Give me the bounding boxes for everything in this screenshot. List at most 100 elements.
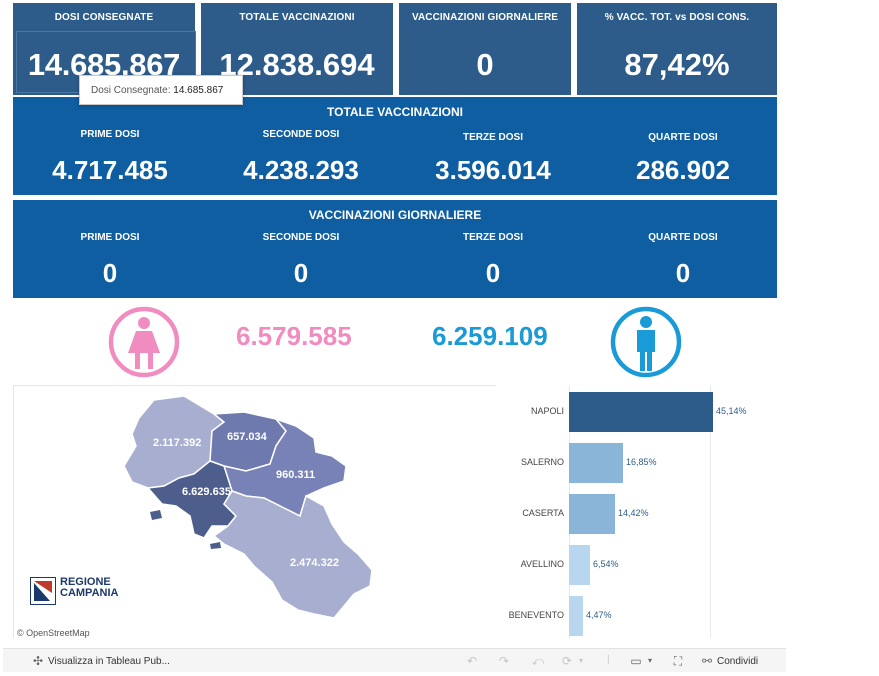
kpi-percentuale: % VACC. TOT. vs DOSI CONS. 87,42%	[577, 3, 777, 95]
bar-row-benevento[interactable]: BENEVENTO 4,47%	[497, 596, 782, 636]
bar[interactable]	[569, 392, 713, 432]
kpi-label: TOTALE VACCINAZIONI	[239, 12, 355, 23]
col-value: 0	[485, 258, 501, 288]
female-total: 6.579.585	[236, 321, 352, 351]
map-label-salerno: 2.474.322	[290, 557, 339, 569]
view-in-tableau-label: Visualizza in Tableau Pub...	[48, 655, 170, 667]
bar-value-label: 16,85%	[626, 457, 657, 467]
kpi-label: VACCINAZIONI GIORNALIERE	[411, 12, 559, 23]
kpi-value[interactable]: 0	[476, 47, 494, 82]
map-attribution[interactable]: © OpenStreetMap	[17, 628, 90, 638]
kpi-vaccinazioni-giornaliere: VACCINAZIONI GIORNALIERE 0	[399, 3, 571, 95]
totale-seconde-dosi[interactable]: SECONDE DOSI 4.238.293	[221, 129, 381, 186]
share-icon: ⚯	[701, 654, 713, 668]
bar-row-caserta[interactable]: CASERTA 14,42%	[497, 494, 782, 534]
chevron-down-icon: ▾	[578, 656, 583, 665]
tableau-icon: ✣	[32, 654, 44, 668]
bar-value-label: 14,42%	[618, 508, 649, 518]
map-label-benevento: 657.034	[227, 431, 267, 443]
bar-category-label: NAPOLI	[530, 406, 564, 416]
logo-text: REGIONE CAMPANIA	[60, 577, 118, 599]
map-label-avellino: 960.311	[276, 469, 316, 481]
bar[interactable]	[569, 494, 615, 534]
bar[interactable]	[569, 545, 590, 585]
view-in-tableau-button[interactable]: ✣ Visualizza in Tableau Pub...	[31, 654, 170, 668]
bar-value-label: 45,14%	[716, 406, 747, 416]
refresh-icon: ⟳	[561, 654, 573, 668]
map-label-caserta: 2.117.392	[153, 437, 202, 449]
panel-title: TOTALE VACCINAZIONI	[327, 105, 463, 119]
col-label: TERZE DOSI	[462, 132, 523, 143]
island-capri	[210, 542, 221, 549]
col-label: SECONDE DOSI	[262, 232, 340, 243]
share-button[interactable]: ⚯ Condividi	[700, 654, 758, 668]
refresh-button[interactable]: ⟳ ▾	[560, 654, 588, 668]
kpi-label: % VACC. TOT. vs DOSI CONS.	[604, 12, 750, 23]
tooltip-label: Dosi Consegnate:	[91, 85, 171, 96]
vaccinazioni-giornaliere-panel: VACCINAZIONI GIORNALIERE PRIME DOSI 0 SE…	[13, 200, 777, 298]
kpi-value[interactable]: 12.838.694	[219, 47, 375, 82]
province-salerno	[212, 490, 373, 619]
tooltip: Dosi Consegnate: 14.685.867	[79, 75, 243, 105]
fullscreen-button[interactable]: ⛶	[671, 654, 685, 668]
logo-line1: REGIONE	[60, 576, 111, 588]
tooltip-value: 14.685.867	[173, 85, 224, 96]
female-icon	[108, 306, 180, 378]
island-ischia	[150, 510, 162, 520]
totale-vaccinazioni-panel: TOTALE VACCINAZIONI PRIME DOSI 4.717.485…	[13, 97, 777, 195]
male-icon	[610, 306, 682, 378]
totale-terze-dosi[interactable]: TERZE DOSI 3.596.014	[413, 132, 573, 186]
regione-campania-emblem	[29, 576, 57, 606]
revert-button[interactable]: ⤺	[531, 654, 545, 668]
redo-icon: ↷	[498, 654, 510, 668]
chevron-down-icon: ▾	[647, 656, 652, 665]
panel-title: VACCINAZIONI GIORNALIERE	[308, 208, 482, 222]
bar[interactable]	[569, 596, 583, 636]
gridline	[710, 385, 711, 638]
share-label: Condividi	[717, 655, 759, 667]
comment-icon: ▭	[630, 654, 642, 668]
regione-campania-logo: REGIONE CAMPANIA	[29, 576, 118, 610]
logo-line2: CAMPANIA	[60, 587, 119, 599]
totale-quarte-dosi[interactable]: QUARTE DOSI 286.902	[603, 132, 763, 186]
bar-category-label: AVELLINO	[520, 559, 564, 569]
giornaliere-terze-dosi[interactable]: TERZE DOSI 0	[413, 232, 573, 289]
undo-button[interactable]: ↶	[465, 654, 479, 668]
col-value: 286.902	[636, 155, 730, 185]
male-total: 6.259.109	[432, 321, 548, 351]
tableau-toolbar: ✣ Visualizza in Tableau Pub... ↶ ↷ ⤺ ⟳ ▾ …	[3, 648, 786, 672]
bar-row-avellino[interactable]: AVELLINO 6,54%	[497, 545, 782, 585]
col-value: 3.596.014	[435, 155, 551, 185]
col-value: 0	[675, 258, 691, 288]
col-label: PRIME DOSI	[80, 232, 140, 243]
revert-icon: ⤺	[531, 654, 545, 668]
giornaliere-seconde-dosi[interactable]: SECONDE DOSI 0	[221, 232, 381, 289]
bar-category-label: CASERTA	[522, 508, 564, 518]
bar-row-napoli[interactable]: NAPOLI 45,14%	[497, 392, 782, 432]
col-value: 4.238.293	[243, 155, 359, 185]
province-bar-chart: NAPOLI 45,14% SALERNO 16,85% CASERTA 14,42% AV…	[497, 385, 782, 638]
toolbar-divider: |	[607, 654, 610, 665]
bar-value-label: 6,54%	[593, 559, 619, 569]
map-provinces	[123, 395, 373, 619]
redo-button[interactable]: ↷	[497, 654, 511, 668]
fullscreen-icon: ⛶	[673, 654, 683, 668]
kpi-label: DOSI CONSEGNATE	[54, 12, 154, 23]
col-label: QUARTE DOSI	[648, 132, 718, 143]
col-label: QUARTE DOSI	[648, 232, 718, 243]
campania-map[interactable]: 2.117.392 657.034 960.311 6.629.635 2.47…	[13, 385, 496, 638]
undo-icon: ↶	[466, 654, 478, 668]
bar-value-label: 4,47%	[586, 610, 612, 620]
bar[interactable]	[569, 443, 623, 483]
comment-button[interactable]: ▭ ▾	[629, 654, 657, 668]
col-label: TERZE DOSI	[462, 232, 523, 243]
giornaliere-prime-dosi[interactable]: PRIME DOSI 0	[30, 232, 190, 289]
col-value: 4.717.485	[52, 155, 168, 185]
col-label: PRIME DOSI	[80, 129, 140, 140]
col-label: SECONDE DOSI	[262, 129, 340, 140]
totale-prime-dosi[interactable]: PRIME DOSI 4.717.485	[30, 129, 190, 186]
giornaliere-quarte-dosi[interactable]: QUARTE DOSI 0	[603, 232, 763, 289]
col-value: 0	[102, 258, 118, 288]
bar-row-salerno[interactable]: SALERNO 16,85%	[497, 443, 782, 483]
kpi-value[interactable]: 87,42%	[624, 47, 730, 82]
